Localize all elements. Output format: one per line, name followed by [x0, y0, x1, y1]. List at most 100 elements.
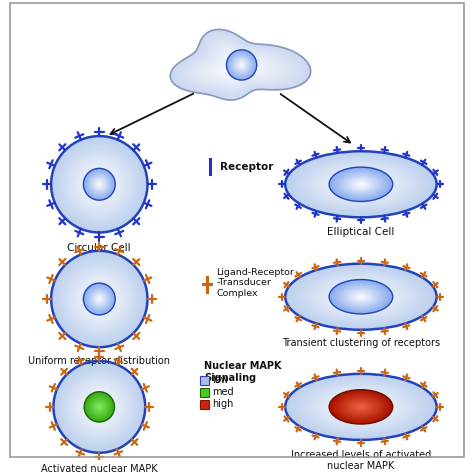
- Ellipse shape: [351, 402, 371, 412]
- Ellipse shape: [337, 283, 385, 310]
- Circle shape: [96, 404, 102, 410]
- Ellipse shape: [288, 375, 434, 439]
- Ellipse shape: [316, 164, 406, 204]
- Circle shape: [65, 265, 133, 333]
- Circle shape: [93, 401, 106, 413]
- Circle shape: [239, 63, 244, 67]
- Circle shape: [229, 53, 254, 77]
- Ellipse shape: [305, 383, 417, 431]
- Polygon shape: [194, 43, 284, 88]
- Ellipse shape: [354, 293, 368, 301]
- Ellipse shape: [348, 401, 374, 412]
- Ellipse shape: [359, 183, 363, 185]
- Ellipse shape: [345, 398, 377, 416]
- Ellipse shape: [303, 382, 419, 432]
- Circle shape: [85, 285, 113, 313]
- Circle shape: [57, 143, 141, 226]
- Circle shape: [94, 401, 105, 412]
- Ellipse shape: [340, 285, 382, 308]
- Ellipse shape: [351, 179, 371, 190]
- Polygon shape: [213, 54, 264, 79]
- Circle shape: [96, 181, 102, 187]
- Ellipse shape: [333, 169, 389, 199]
- Circle shape: [98, 182, 101, 186]
- Ellipse shape: [353, 402, 369, 411]
- Ellipse shape: [358, 406, 364, 408]
- Polygon shape: [186, 38, 293, 92]
- Circle shape: [73, 159, 125, 210]
- Ellipse shape: [341, 288, 381, 306]
- Circle shape: [237, 61, 246, 69]
- Ellipse shape: [330, 390, 392, 423]
- Ellipse shape: [337, 171, 385, 198]
- Ellipse shape: [346, 290, 376, 303]
- Ellipse shape: [360, 296, 362, 297]
- Circle shape: [90, 398, 109, 416]
- Ellipse shape: [313, 276, 409, 318]
- Text: low: low: [212, 375, 228, 385]
- Circle shape: [87, 395, 111, 419]
- Circle shape: [67, 267, 131, 331]
- Polygon shape: [219, 57, 257, 76]
- Ellipse shape: [342, 174, 380, 195]
- Ellipse shape: [336, 171, 386, 198]
- Ellipse shape: [323, 168, 399, 201]
- Circle shape: [59, 259, 139, 339]
- Ellipse shape: [346, 176, 376, 192]
- Circle shape: [75, 160, 123, 209]
- Circle shape: [87, 394, 112, 419]
- Circle shape: [69, 154, 130, 215]
- Ellipse shape: [335, 283, 387, 311]
- Ellipse shape: [341, 173, 381, 195]
- Circle shape: [91, 176, 107, 192]
- Circle shape: [94, 180, 104, 189]
- Circle shape: [88, 395, 111, 419]
- Circle shape: [81, 389, 118, 425]
- Ellipse shape: [293, 377, 429, 437]
- Polygon shape: [178, 34, 302, 96]
- Text: Transient clustering of receptors: Transient clustering of receptors: [282, 338, 440, 348]
- Ellipse shape: [350, 291, 372, 302]
- Circle shape: [96, 296, 102, 302]
- Ellipse shape: [336, 283, 386, 310]
- Bar: [201, 388, 209, 397]
- Ellipse shape: [313, 386, 409, 428]
- Circle shape: [98, 406, 100, 408]
- Circle shape: [97, 405, 101, 409]
- Ellipse shape: [326, 169, 396, 200]
- Circle shape: [59, 144, 139, 224]
- Circle shape: [83, 283, 115, 315]
- Ellipse shape: [348, 291, 374, 302]
- Ellipse shape: [333, 172, 389, 196]
- Circle shape: [229, 52, 254, 78]
- Circle shape: [83, 168, 115, 200]
- Ellipse shape: [355, 293, 367, 300]
- Circle shape: [238, 62, 245, 68]
- Circle shape: [53, 137, 146, 231]
- Polygon shape: [173, 31, 308, 99]
- Circle shape: [85, 393, 113, 421]
- Ellipse shape: [360, 184, 362, 185]
- Ellipse shape: [337, 394, 385, 420]
- Ellipse shape: [351, 292, 371, 301]
- Ellipse shape: [348, 177, 374, 191]
- Ellipse shape: [344, 288, 378, 306]
- Circle shape: [94, 180, 104, 189]
- Ellipse shape: [290, 154, 432, 215]
- Ellipse shape: [298, 379, 424, 434]
- Ellipse shape: [331, 171, 391, 198]
- Text: high: high: [212, 400, 233, 410]
- Ellipse shape: [323, 280, 399, 313]
- Circle shape: [83, 168, 115, 201]
- Ellipse shape: [303, 272, 419, 322]
- Circle shape: [55, 363, 144, 451]
- Circle shape: [88, 396, 110, 418]
- Ellipse shape: [336, 286, 386, 308]
- Ellipse shape: [346, 289, 376, 305]
- Circle shape: [86, 171, 112, 198]
- Polygon shape: [216, 55, 261, 78]
- Ellipse shape: [356, 294, 366, 299]
- Circle shape: [82, 282, 117, 317]
- Ellipse shape: [338, 285, 383, 309]
- Circle shape: [234, 57, 249, 73]
